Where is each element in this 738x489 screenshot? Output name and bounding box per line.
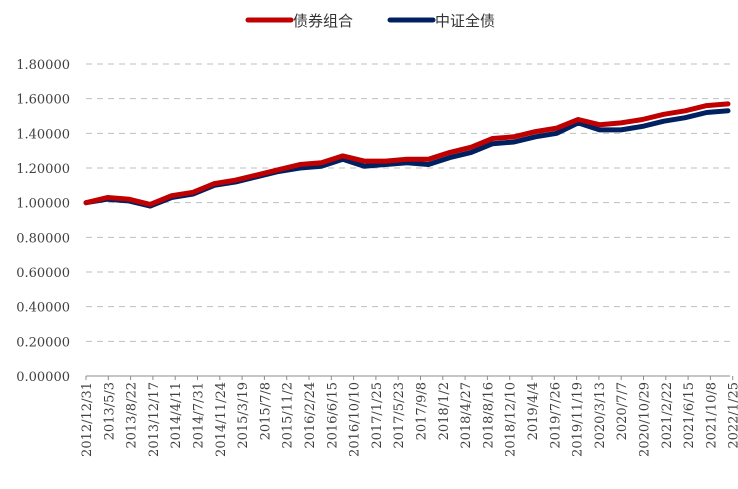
x-tick-label: 2020/3/13 [593,382,608,449]
x-tick-label: 2013/8/22 [125,382,140,449]
x-tick-label: 2021/2/22 [660,382,675,449]
x-tick-label: 2012/12/31 [80,382,95,457]
y-tick-label: 1.00000 [16,197,70,212]
x-axis-ticks: 2012/12/31 2013/5/3 2013/8/22 2013/12/17 201… [80,382,738,457]
legend: 债券组合 中证全债 [245,12,495,30]
x-tick-label: 2022/1/25 [727,382,738,449]
y-tick-label: 0.20000 [16,335,70,350]
x-tick-label: 2015/3/19 [236,382,251,449]
series-line-portfolio [83,101,731,207]
x-tick-label: 2016/6/15 [325,382,340,449]
x-tick-label: 2013/5/3 [102,382,117,440]
x-tick-label: 2016/2/24 [303,382,318,449]
x-tick-label: 2019/7/26 [548,382,563,449]
x-tick-label: 2015/7/8 [258,382,273,440]
x-axis [85,375,734,380]
y-tick-label: 1.60000 [16,93,70,108]
series-lines [83,101,731,209]
x-tick-label: 2014/11/24 [214,382,229,457]
x-tick-label: 2019/11/19 [571,382,586,457]
y-axis-ticks: 0.00000 0.20000 0.40000 0.60000 0.80000 1.000… [16,58,70,385]
x-tick-label: 2013/12/17 [147,382,162,457]
legend-label-portfolio: 债券组合 [293,12,353,30]
x-tick-label: 2021/6/15 [682,382,697,449]
y-tick-label: 1.80000 [16,58,70,73]
x-tick-label: 2018/4/27 [459,382,474,449]
x-tick-label: 2014/7/31 [192,382,207,449]
x-tick-label: 2020/10/29 [638,382,653,457]
x-tick-label: 2021/10/8 [704,382,719,449]
y-tick-label: 0.40000 [16,301,70,316]
x-tick-label: 2019/4/4 [526,382,541,440]
x-tick-label: 2018/1/2 [437,382,452,440]
x-tick-label: 2015/11/2 [281,382,296,449]
y-tick-label: 1.40000 [16,127,70,142]
x-tick-label: 2017/9/8 [415,382,430,440]
x-tick-label: 2016/10/10 [348,382,363,457]
y-tick-label: 0.00000 [16,370,70,385]
y-tick-label: 0.80000 [16,231,70,246]
y-tick-label: 0.60000 [16,266,70,281]
y-tick-label: 1.20000 [16,162,70,177]
x-tick-label: 2018/8/16 [481,382,496,449]
x-tick-label: 2020/7/7 [615,382,630,440]
gridlines [86,63,730,342]
x-tick-label: 2017/1/25 [370,382,385,449]
legend-label-index: 中证全债 [435,12,495,30]
x-tick-label: 2018/12/10 [504,382,519,457]
x-tick-label: 2014/4/11 [169,382,184,449]
x-tick-label: 2017/5/23 [392,382,407,449]
